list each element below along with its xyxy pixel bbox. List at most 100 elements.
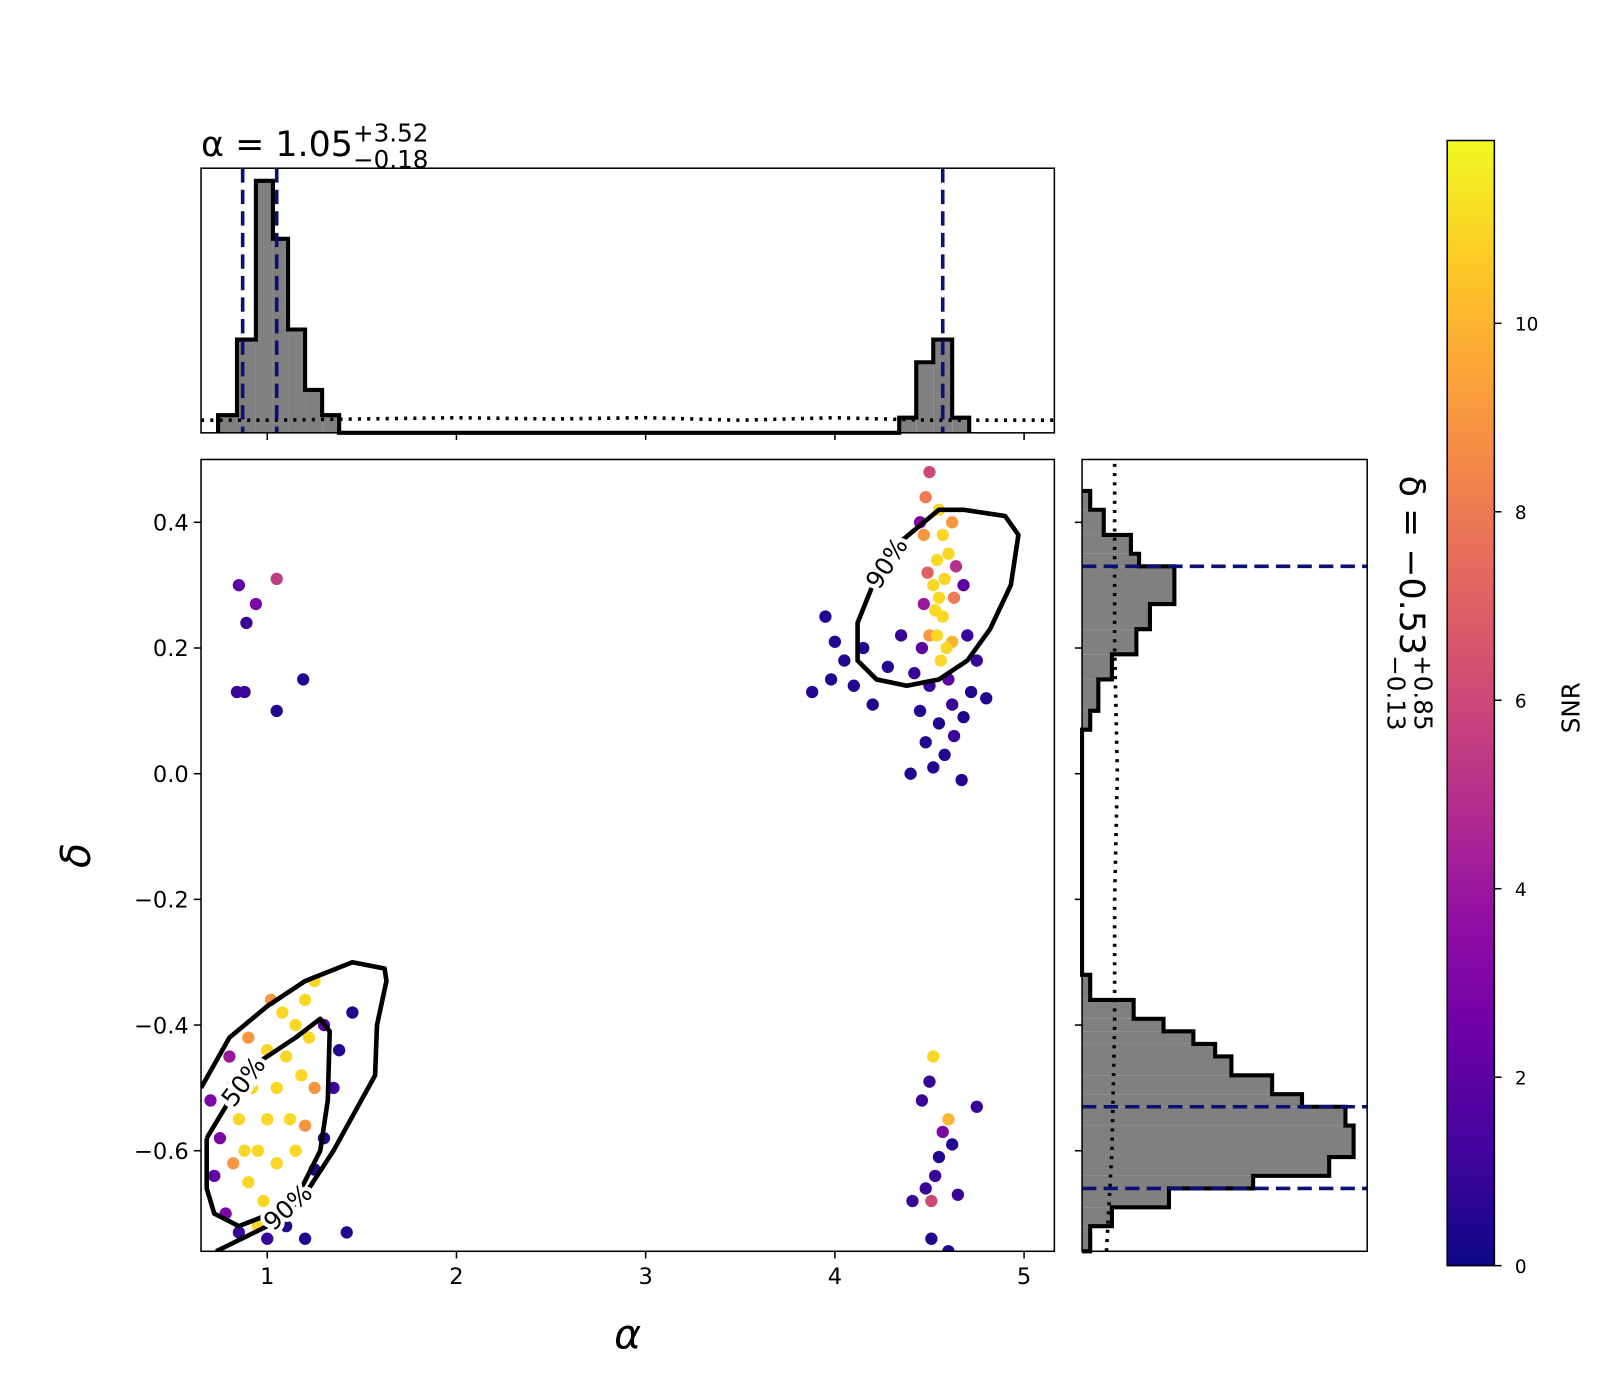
hist-bar — [1082, 553, 1140, 567]
prior-line — [1104, 459, 1120, 1252]
hist-bar — [1082, 1094, 1303, 1107]
hist-bar — [952, 417, 970, 433]
title-main: α = 1.05 — [201, 125, 353, 165]
point — [927, 761, 940, 774]
point — [232, 1113, 246, 1126]
point — [964, 685, 978, 699]
point — [930, 553, 944, 567]
hist-bar — [1082, 710, 1091, 730]
point — [261, 1113, 274, 1126]
point — [270, 1157, 283, 1170]
y-tick-label: −0.2 — [134, 888, 189, 914]
point — [932, 591, 946, 604]
hist-bar — [1082, 490, 1091, 510]
hist-bar — [1082, 1075, 1273, 1095]
point — [980, 692, 993, 705]
point — [824, 673, 838, 686]
hist-bar — [1082, 1018, 1164, 1032]
point — [946, 516, 959, 529]
point — [925, 1232, 938, 1245]
hist-bar — [305, 389, 323, 433]
point — [961, 629, 974, 642]
point — [298, 1232, 312, 1245]
x-tick-label: 2 — [449, 1264, 463, 1290]
colorbar-label: SNR — [1556, 682, 1585, 733]
point — [283, 1113, 297, 1126]
histogram-panel — [200, 167, 1056, 440]
point — [936, 528, 949, 542]
point — [232, 1226, 246, 1239]
colorbar-tick-label: 10 — [1515, 315, 1538, 336]
contour-line — [204, 1016, 332, 1229]
title-main: δ = −0.53 — [1391, 476, 1431, 656]
point — [925, 1194, 938, 1208]
point — [929, 1169, 942, 1183]
point — [297, 673, 310, 686]
hist-bar — [1082, 1207, 1112, 1227]
point — [240, 616, 253, 630]
contour-line — [855, 507, 1021, 689]
point — [929, 604, 942, 617]
point — [932, 1150, 946, 1164]
x-tick-label: 1 — [260, 1264, 274, 1290]
point — [251, 1144, 264, 1157]
point — [261, 1232, 274, 1245]
point — [346, 1006, 359, 1019]
hist-bar — [1082, 1125, 1354, 1158]
point — [289, 1018, 302, 1032]
y-axis-label: δ — [52, 843, 100, 868]
title-sub: −0.13 — [1382, 655, 1411, 730]
contours — [201, 507, 1021, 1252]
point — [340, 1226, 353, 1239]
point — [930, 629, 944, 642]
point — [280, 1050, 293, 1063]
colorbar-gradient — [1446, 139, 1496, 1267]
point — [847, 679, 860, 692]
point — [904, 767, 917, 780]
y-tick-label: 0.2 — [153, 636, 189, 662]
point — [242, 1176, 255, 1189]
hist-bar — [288, 329, 306, 433]
point — [302, 1031, 316, 1044]
point — [828, 635, 842, 648]
point — [955, 773, 968, 787]
point — [919, 736, 932, 749]
point — [970, 1100, 983, 1113]
hist-bar — [1082, 679, 1099, 711]
point — [298, 1119, 312, 1132]
hist-bar — [322, 415, 340, 433]
point — [919, 1182, 932, 1195]
hist-bar — [218, 415, 237, 433]
hist-bar — [1082, 1031, 1194, 1044]
point — [923, 465, 936, 479]
colorbar-tick-label: 8 — [1515, 503, 1527, 524]
point — [270, 1081, 283, 1095]
point — [866, 698, 879, 711]
title-sub: −0.18 — [353, 145, 428, 174]
point — [947, 591, 961, 604]
point — [917, 528, 930, 542]
point — [208, 1169, 221, 1183]
point — [270, 572, 283, 586]
point — [270, 704, 283, 718]
hist-bar — [1082, 1106, 1346, 1126]
hist-bar — [1082, 534, 1131, 554]
x-tick-label: 5 — [1017, 1264, 1031, 1290]
point — [242, 1031, 255, 1044]
hist-bar — [1082, 1226, 1091, 1252]
point — [957, 579, 970, 592]
hist-outline — [216, 178, 972, 435]
hist-bar — [1082, 999, 1134, 1019]
hist-bar — [1082, 1056, 1232, 1076]
point — [232, 579, 246, 592]
point — [857, 641, 870, 655]
point — [915, 641, 929, 655]
point — [838, 654, 851, 667]
point — [946, 1138, 959, 1151]
point — [819, 610, 832, 623]
point — [249, 597, 263, 611]
point — [257, 1194, 270, 1208]
point — [917, 597, 930, 611]
